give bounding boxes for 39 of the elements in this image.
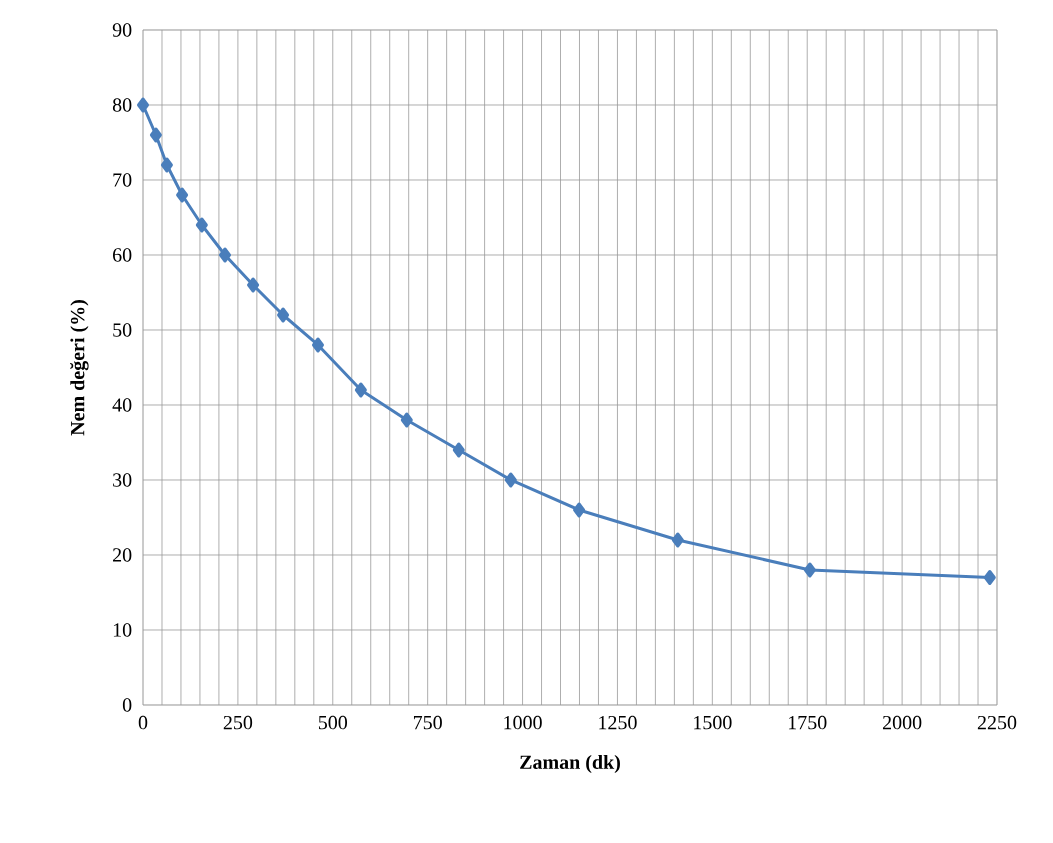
y-axis-title: Nem değeri (%): [70, 300, 89, 436]
y-tick-label: 90: [112, 23, 132, 37]
point: [247, 277, 260, 293]
point: [803, 562, 816, 578]
y-tick-label: 70: [113, 173, 132, 187]
x-axis-title: Zaman (dk): [520, 754, 620, 774]
x-tick-label: 2000: [882, 715, 922, 730]
y-tick-label: 20: [113, 548, 132, 562]
point: [504, 472, 517, 488]
x-tick-label: 1000: [504, 715, 542, 730]
point: [160, 157, 173, 173]
y-tick-label: 10: [113, 623, 132, 637]
point: [354, 382, 367, 398]
x-tick-label: 750: [413, 715, 442, 730]
y-tick-label: 80: [112, 98, 132, 112]
point: [671, 532, 684, 548]
x-tick-label: 1750: [788, 715, 827, 730]
point: [452, 442, 465, 458]
point: [983, 569, 996, 585]
y-tick-label: 50: [113, 323, 132, 337]
point: [176, 187, 189, 203]
point: [149, 127, 162, 143]
x-tick-label: 500: [318, 715, 348, 730]
point: [277, 307, 290, 323]
point: [311, 337, 324, 353]
x-tick-label: 250: [223, 715, 253, 730]
y-tick-label: 30: [113, 473, 132, 487]
x-tick-label: 1500: [694, 715, 732, 730]
y-tick-label: 0: [122, 698, 132, 712]
point: [573, 502, 586, 518]
point: [400, 412, 413, 428]
y-tick-label: 60: [113, 248, 132, 262]
x-tick-label: 2250: [977, 715, 1017, 730]
point: [195, 217, 208, 233]
point: [218, 247, 231, 263]
point: [137, 97, 150, 113]
x-tick-label: 1250: [599, 715, 637, 730]
y-tick-label: 40: [112, 398, 132, 412]
x-tick-label: 0: [138, 715, 148, 730]
